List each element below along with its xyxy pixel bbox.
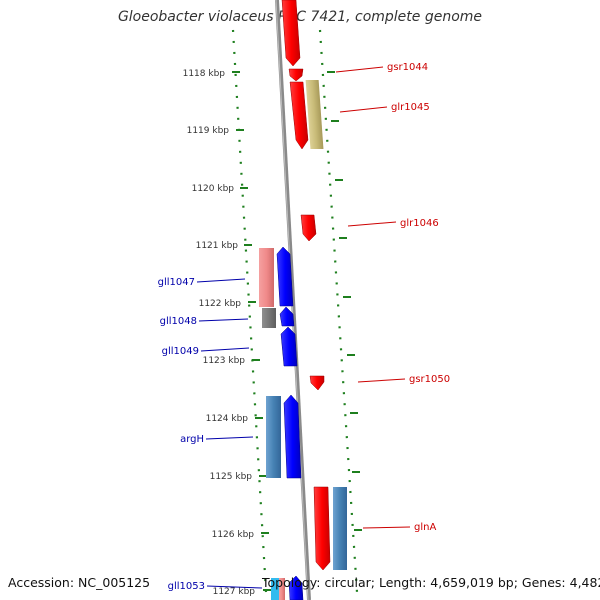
tick-label: 1118 kbp [183,69,226,79]
gene-label-glr1045[interactable]: glr1045 [391,102,430,113]
feature-bar-glnA[interactable] [333,487,347,570]
cds-arrow-top[interactable] [281,0,301,67]
accession-value: NC_005125 [78,575,151,590]
cds-arrow-gsr1050[interactable] [309,375,325,391]
reverse-strand-features [259,246,304,600]
gene-label-gsr1050[interactable]: gsr1050 [409,374,450,385]
tick-1124: 1124 kbp [206,412,358,424]
cds-arrow-glr1045[interactable] [289,81,309,150]
cds-arrow-gll1049[interactable] [280,326,298,367]
cds-arrow-glr1046[interactable] [300,214,317,242]
gene-label-gll1047[interactable]: gll1047 [158,277,195,288]
feature-bar-argH[interactable] [266,396,281,478]
cds-arrow-gll1048[interactable] [279,306,295,327]
tick-1120: 1120 kbp [192,179,343,194]
gene-label-glnA[interactable]: glnA [414,522,436,533]
gene-label-gll1053[interactable]: gll1053 [168,581,205,592]
topology-value: circular [324,575,371,590]
tick-1121: 1121 kbp [196,237,347,251]
gene-labels: gsr1044 glr1045 glr1046 gsr1050 glnA gll… [158,62,450,592]
cds-arrow-gll1053[interactable] [288,575,304,600]
gene-label-gll1049[interactable]: gll1049 [162,346,199,357]
tick-label: 1119 kbp [187,126,230,136]
genes-label: Genes: [521,575,566,590]
gene-label-gll1048[interactable]: gll1048 [160,316,197,327]
gene-label-glr1046[interactable]: glr1046 [400,218,439,229]
feature-bar-glr1045[interactable] [305,80,324,149]
tick-label: 1120 kbp [192,184,235,194]
tick-label: 1126 kbp [212,530,255,540]
topology-label: Topology: [262,575,321,590]
length-label: Length: [378,575,427,590]
cds-arrow-glnA[interactable] [313,486,331,571]
tick-1123: 1123 kbp [203,354,355,366]
footer-accession: Accession: NC_005125 [8,575,150,590]
footer-genome-stats: Topology: circular; Length: 4,659,019 bp… [262,575,600,590]
tick-1126: 1126 kbp [212,529,362,540]
tick-label: 1124 kbp [206,414,249,424]
cds-arrow-gsr1044[interactable] [288,68,304,82]
label-connectors [196,66,411,589]
tick-1122: 1122 kbp [199,296,351,309]
gene-label-argH[interactable]: argH [180,434,204,445]
accession-label: Accession: [8,575,75,590]
feature-bar-gll1048[interactable] [262,308,276,328]
forward-strand-features [281,0,347,571]
feature-bar-gll1053-pink[interactable] [279,578,285,600]
ruler-ticks: 1118 kbp 1119 kbp 1120 kbp 1121 kbp 1122… [183,69,362,597]
genes-count: 4,482 [569,575,600,590]
tick-label: 1123 kbp [203,356,246,366]
tick-1118: 1118 kbp [183,69,335,79]
length-value: 4,659,019 bp [430,575,514,590]
cds-arrow-argH[interactable] [283,394,302,479]
feature-bar-gll1047[interactable] [259,248,274,307]
map-title: Gloeobacter violaceus PCC 7421, complete… [117,9,483,25]
tick-1125: 1125 kbp [210,471,360,482]
tick-label: 1127 kbp [213,587,256,597]
inner-ruler-dots [231,29,268,593]
tick-1119: 1119 kbp [187,120,339,136]
gene-label-gsr1044[interactable]: gsr1044 [387,62,428,73]
tick-1127: 1127 kbp [213,587,271,597]
cds-arrow-gll1047[interactable] [276,246,294,307]
tick-label: 1121 kbp [196,241,239,251]
tick-label: 1122 kbp [199,299,242,309]
tick-label: 1125 kbp [210,472,253,482]
feature-bar-gll1053-cyan[interactable] [271,578,279,600]
